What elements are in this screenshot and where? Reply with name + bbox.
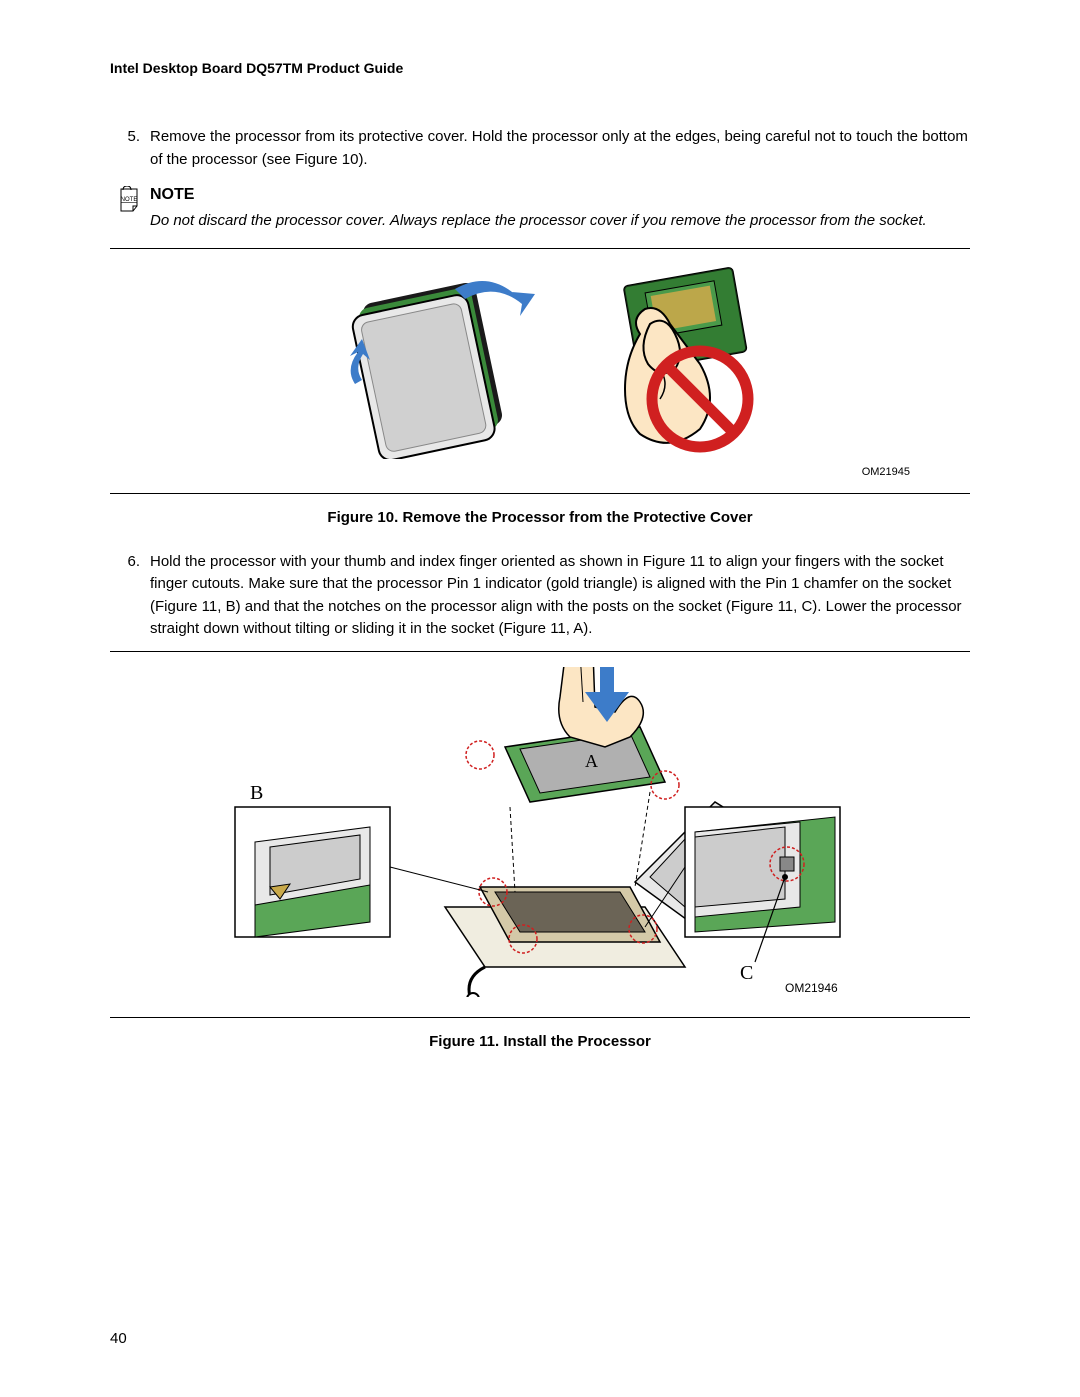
note-block: NOTE NOTE Do not discard the processor c… — [110, 186, 970, 233]
svg-text:A: A — [585, 751, 598, 771]
step-6-number: 6. — [110, 551, 150, 574]
divider — [110, 248, 970, 249]
figure-11-caption: Figure 11. Install the Processor — [110, 1033, 970, 1050]
note-text: Do not discard the processor cover. Alwa… — [150, 210, 970, 233]
step-5-number: 5. — [110, 126, 150, 149]
divider — [110, 493, 970, 494]
divider — [110, 651, 970, 652]
figure-10-cite: OM21945 — [110, 466, 970, 478]
step-5: 5. Remove the processor from its protect… — [110, 126, 970, 171]
page-header: Intel Desktop Board DQ57TM Product Guide — [110, 60, 970, 76]
label-b: B — [250, 782, 263, 804]
divider — [110, 1017, 970, 1018]
figure-11-cite: OM21946 — [785, 981, 838, 995]
step-5-text: Remove the processor from its protective… — [150, 126, 970, 171]
note-title: NOTE — [150, 186, 970, 204]
note-icon: NOTE — [110, 186, 150, 219]
step-6: 6. Hold the processor with your thumb an… — [110, 551, 970, 641]
step-6-text: Hold the processor with your thumb and i… — [150, 551, 970, 641]
figure-11: A B — [110, 662, 970, 1007]
svg-text:NOTE: NOTE — [121, 197, 138, 203]
label-c: C — [740, 962, 753, 984]
page-number: 40 — [110, 1330, 127, 1347]
figure-10-caption: Figure 10. Remove the Processor from the… — [110, 509, 970, 526]
figure-10: OM21945 — [110, 259, 970, 483]
